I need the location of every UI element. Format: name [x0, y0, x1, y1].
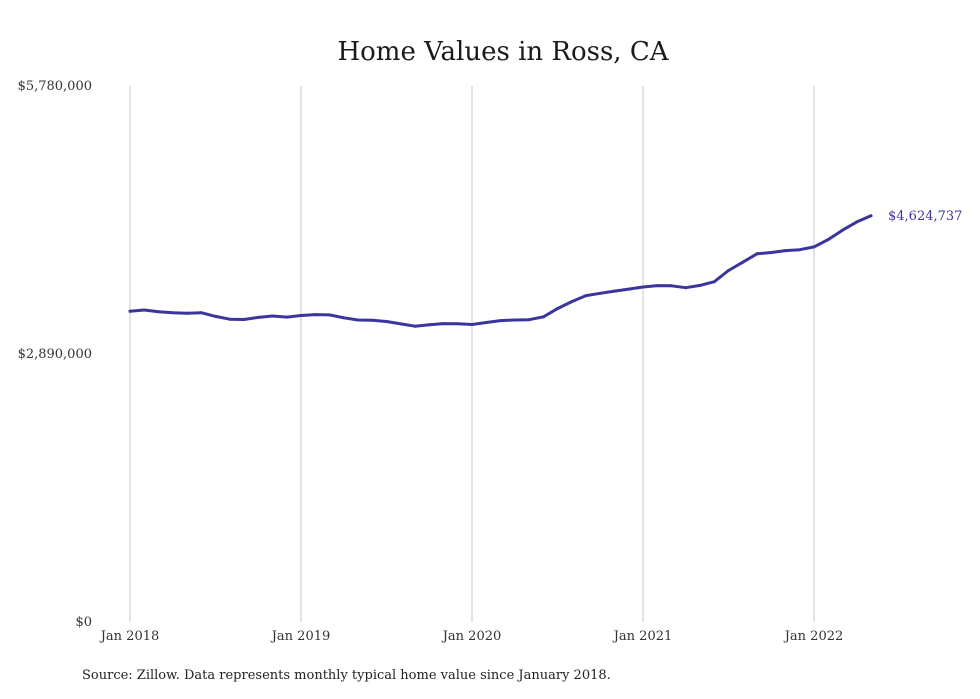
data-point — [242, 318, 246, 321]
data-point — [499, 319, 502, 323]
data-point — [670, 284, 673, 288]
data-point — [741, 260, 745, 264]
data-point — [228, 317, 232, 321]
end-value-label: $4,624,737 — [888, 209, 962, 224]
data-point — [313, 313, 317, 317]
data-point — [655, 284, 659, 288]
data-point — [385, 320, 388, 323]
data-point — [171, 311, 175, 315]
y-tick-label: $0 — [75, 615, 92, 630]
data-point — [798, 248, 802, 252]
data-point — [584, 294, 588, 298]
data-point — [570, 300, 574, 304]
data-point — [271, 314, 274, 318]
x-tick-label: Jan 2019 — [270, 629, 331, 644]
data-point — [855, 220, 859, 224]
data-point — [613, 289, 616, 293]
data-point — [727, 269, 730, 272]
data-point — [256, 315, 260, 319]
data-point — [755, 252, 759, 256]
data-point — [342, 316, 346, 320]
data-point — [413, 324, 417, 328]
data-point — [841, 228, 844, 232]
data-point — [285, 315, 289, 319]
data-point — [698, 283, 702, 287]
data-point — [427, 323, 431, 327]
data-point — [442, 322, 445, 326]
y-axis-tick-labels: $0 $2,890,000 $5,780,000 — [18, 79, 92, 630]
data-point — [214, 314, 217, 318]
data-point — [356, 318, 360, 322]
x-tick-label: Jan 2021 — [612, 629, 673, 644]
data-point — [299, 314, 303, 317]
x-axis-tick-labels: Jan 2018 Jan 2019 Jan 2020 Jan 2021 Jan 2022 — [99, 629, 844, 644]
data-point — [684, 286, 688, 290]
data-point — [784, 249, 787, 253]
data-point — [598, 291, 602, 295]
data-point — [641, 285, 645, 289]
data-point — [142, 308, 146, 312]
data-point — [513, 318, 517, 322]
series-line — [128, 214, 873, 328]
data-point — [399, 322, 403, 326]
y-tick-label: $2,890,000 — [18, 347, 92, 362]
data-point — [185, 311, 189, 315]
data-point — [199, 311, 203, 315]
data-point — [826, 238, 830, 241]
data-point — [556, 307, 559, 311]
data-point — [769, 251, 773, 254]
data-point — [470, 323, 474, 326]
chart-title: Home Values in Ross, CA — [337, 37, 669, 67]
data-point — [541, 315, 545, 319]
data-point — [328, 313, 331, 317]
data-point — [157, 310, 160, 314]
data-point — [370, 318, 374, 322]
data-point — [812, 245, 816, 249]
data-point — [627, 287, 631, 291]
x-tick-label: Jan 2018 — [99, 629, 160, 644]
x-tick-label: Jan 2022 — [783, 629, 844, 644]
source-note: Source: Zillow. Data represents monthly … — [82, 668, 611, 683]
data-point — [527, 318, 531, 322]
y-tick-label: $5,780,000 — [18, 79, 92, 94]
grid-lines — [129, 86, 815, 622]
series-group: $4,624,737 — [128, 209, 962, 328]
data-point — [456, 322, 460, 326]
data-point — [712, 280, 716, 284]
data-point — [128, 309, 132, 313]
data-point — [869, 214, 873, 218]
x-tick-label: Jan 2020 — [441, 629, 502, 644]
data-point — [484, 321, 488, 324]
